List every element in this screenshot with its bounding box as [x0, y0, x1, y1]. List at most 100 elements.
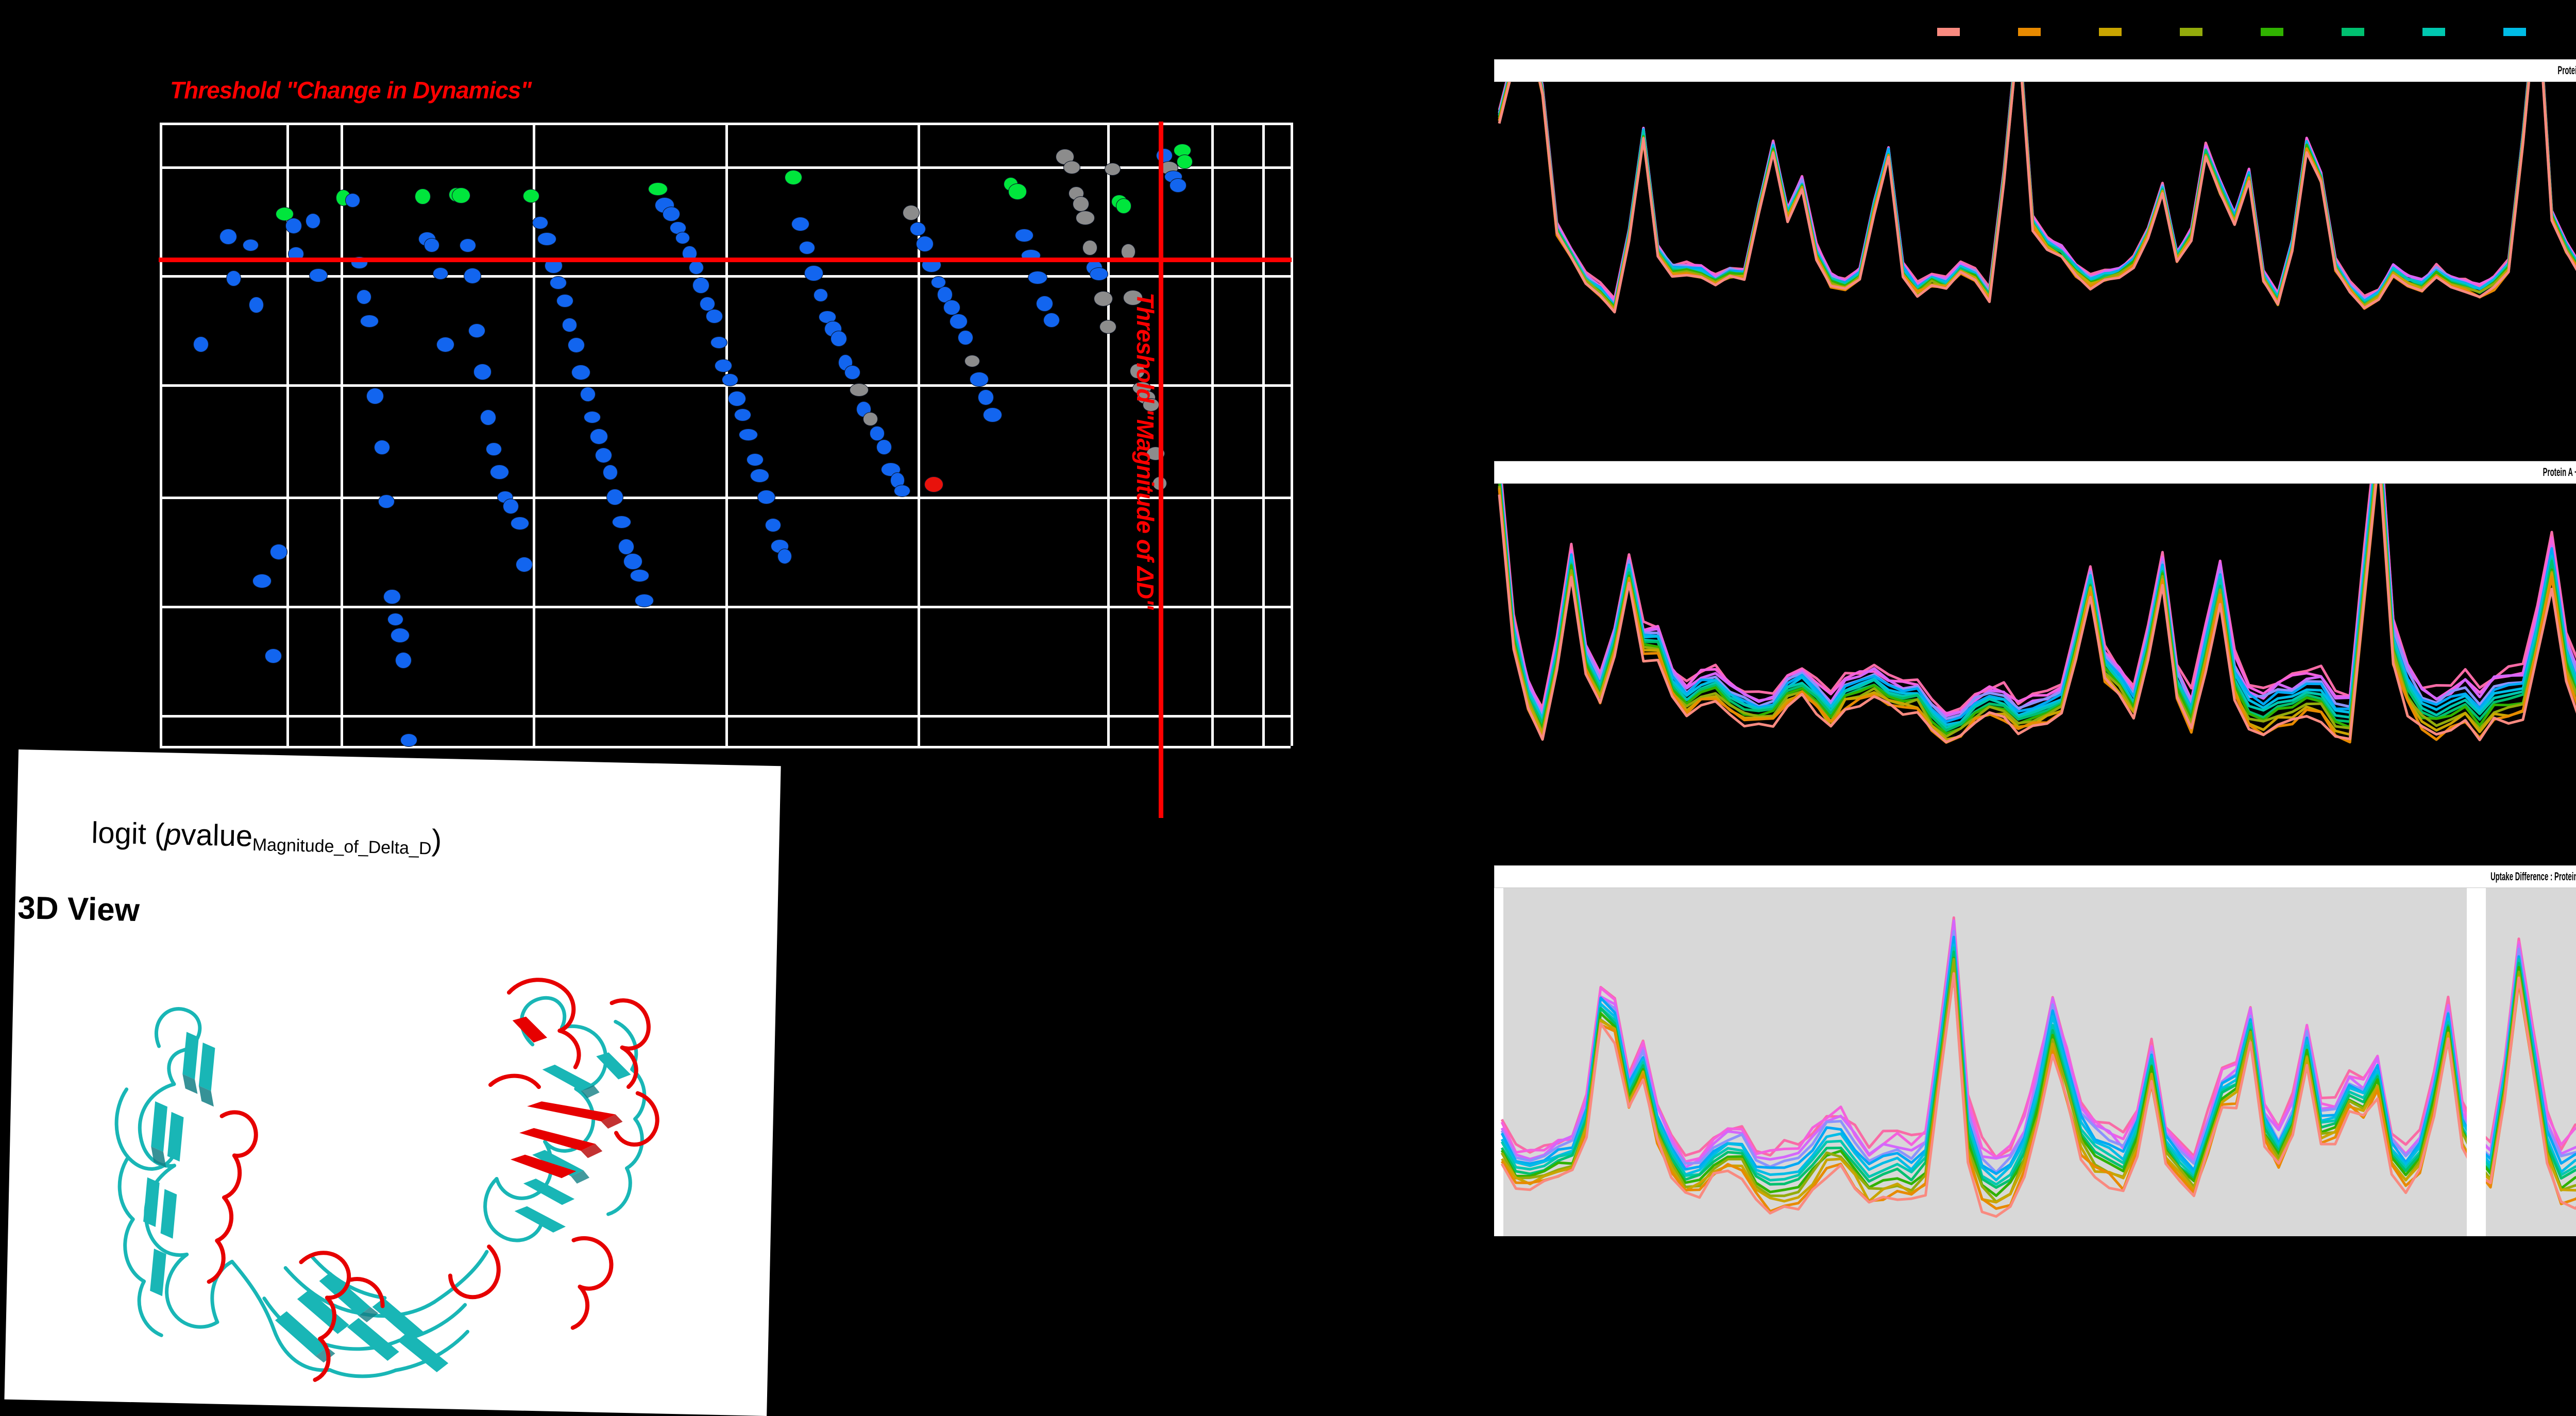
volcano-point[interactable]	[568, 337, 585, 353]
volcano-point[interactable]	[714, 359, 733, 372]
volcano-point[interactable]	[387, 612, 404, 626]
volcano-point[interactable]	[734, 408, 751, 421]
volcano-point[interactable]	[1169, 178, 1187, 193]
uptake-trace[interactable]	[1498, 82, 2576, 300]
volcano-point[interactable]	[366, 388, 384, 404]
volcano-point[interactable]	[799, 241, 815, 254]
volcano-point[interactable]	[1063, 160, 1080, 174]
volcano-point[interactable]	[583, 411, 601, 424]
volcano-point[interactable]	[511, 516, 529, 530]
volcano-point[interactable]	[876, 439, 892, 455]
uptake-trace[interactable]	[1498, 82, 2576, 304]
volcano-point[interactable]	[623, 553, 642, 570]
volcano-point[interactable]	[1089, 267, 1108, 281]
volcano-point[interactable]	[943, 299, 961, 316]
volcano-point[interactable]	[1028, 271, 1048, 284]
volcano-point[interactable]	[1043, 312, 1060, 328]
uptake-trace[interactable]	[1500, 943, 2576, 1188]
volcano-point[interactable]	[463, 268, 481, 284]
legend-swatch[interactable]	[2422, 28, 2445, 36]
uptake-trace[interactable]	[1498, 82, 2576, 309]
legend-swatch[interactable]	[1937, 28, 1960, 36]
volcano-point[interactable]	[738, 428, 758, 441]
volcano-point[interactable]	[226, 270, 241, 286]
volcano-point[interactable]	[1076, 211, 1095, 225]
volcano-point[interactable]	[468, 323, 486, 338]
volcano-point[interactable]	[804, 265, 824, 281]
volcano-point[interactable]	[423, 238, 439, 252]
volcano-point[interactable]	[924, 476, 943, 493]
plot-area-protein-a-ligand[interactable]	[1494, 484, 2576, 791]
plot-area-protein-a[interactable]	[1494, 82, 2576, 389]
uptake-trace[interactable]	[1498, 82, 2576, 305]
volcano-point[interactable]	[452, 187, 470, 203]
volcano-point[interactable]	[473, 363, 492, 380]
volcano-point[interactable]	[532, 216, 549, 230]
volcano-point[interactable]	[710, 336, 727, 349]
volcano-point[interactable]	[516, 556, 533, 572]
uptake-trace[interactable]	[1500, 919, 2576, 1180]
volcano-point[interactable]	[556, 294, 574, 308]
volcano-point[interactable]	[765, 518, 782, 532]
volcano-point[interactable]	[270, 544, 288, 560]
uptake-panel-difference[interactable]: Uptake Difference : Protein A - (Protein…	[1494, 865, 2576, 1236]
volcano-point[interactable]	[849, 383, 869, 397]
volcano-point[interactable]	[977, 389, 994, 405]
volcano-point[interactable]	[722, 373, 739, 387]
uptake-trace[interactable]	[1498, 484, 2576, 744]
volcano-point[interactable]	[562, 318, 578, 332]
volcano-point[interactable]	[1015, 228, 1033, 242]
volcano-point[interactable]	[612, 515, 632, 529]
volcano-point[interactable]	[249, 297, 264, 314]
volcano-point[interactable]	[242, 238, 259, 252]
3d-view-card[interactable]: logit (pvalueMagnitude_of_Delta_D) 3D Vi…	[4, 749, 781, 1416]
uptake-trace[interactable]	[1500, 950, 2576, 1194]
volcano-point[interactable]	[480, 409, 497, 425]
uptake-trace[interactable]	[1498, 484, 2576, 729]
volcano-point[interactable]	[916, 236, 934, 252]
volcano-point[interactable]	[964, 355, 980, 368]
volcano-point[interactable]	[930, 276, 946, 288]
protein-ribbon-structure[interactable]	[41, 933, 731, 1401]
volcano-point[interactable]	[390, 628, 410, 643]
uptake-trace[interactable]	[1498, 82, 2576, 310]
legend-swatch[interactable]	[2180, 28, 2202, 36]
volcano-point[interactable]	[400, 733, 418, 747]
volcano-point[interactable]	[692, 277, 709, 294]
volcano-point[interactable]	[688, 261, 704, 275]
uptake-trace[interactable]	[1498, 82, 2576, 308]
volcano-point[interactable]	[193, 336, 209, 353]
volcano-point[interactable]	[489, 464, 510, 480]
uptake-trace[interactable]	[1500, 935, 2576, 1183]
volcano-point[interactable]	[1104, 163, 1121, 176]
volcano-point[interactable]	[383, 589, 401, 605]
volcano-point[interactable]	[395, 652, 412, 669]
legend-swatch[interactable]	[2503, 28, 2526, 36]
volcano-point[interactable]	[1177, 155, 1193, 169]
uptake-trace[interactable]	[1501, 971, 2576, 1223]
volcano-point[interactable]	[969, 372, 989, 387]
volcano-point[interactable]	[618, 539, 634, 555]
volcano-point[interactable]	[630, 569, 650, 582]
volcano-point[interactable]	[571, 364, 590, 381]
volcano-plot-area[interactable]: Threshold "Change in Dynamics" Threshold…	[159, 77, 1293, 818]
uptake-trace[interactable]	[1499, 484, 2576, 718]
volcano-point[interactable]	[813, 288, 828, 302]
volcano-point[interactable]	[252, 574, 272, 589]
volcano-point[interactable]	[305, 213, 320, 229]
volcano-point[interactable]	[1130, 364, 1145, 379]
volcano-point[interactable]	[910, 222, 926, 236]
volcano-point[interactable]	[603, 464, 618, 480]
volcano-point[interactable]	[727, 390, 747, 406]
volcano-point[interactable]	[950, 313, 968, 329]
legend-swatch[interactable]	[2342, 28, 2364, 36]
volcano-point[interactable]	[460, 238, 476, 252]
volcano-point[interactable]	[595, 447, 613, 464]
volcano-point[interactable]	[1143, 398, 1159, 412]
volcano-point[interactable]	[648, 182, 668, 196]
volcano-point[interactable]	[1094, 291, 1113, 307]
plot-area-difference[interactable]	[1494, 888, 2576, 1236]
volcano-point[interactable]	[433, 267, 449, 280]
legend-swatch[interactable]	[2099, 28, 2122, 36]
volcano-point[interactable]	[265, 649, 282, 663]
